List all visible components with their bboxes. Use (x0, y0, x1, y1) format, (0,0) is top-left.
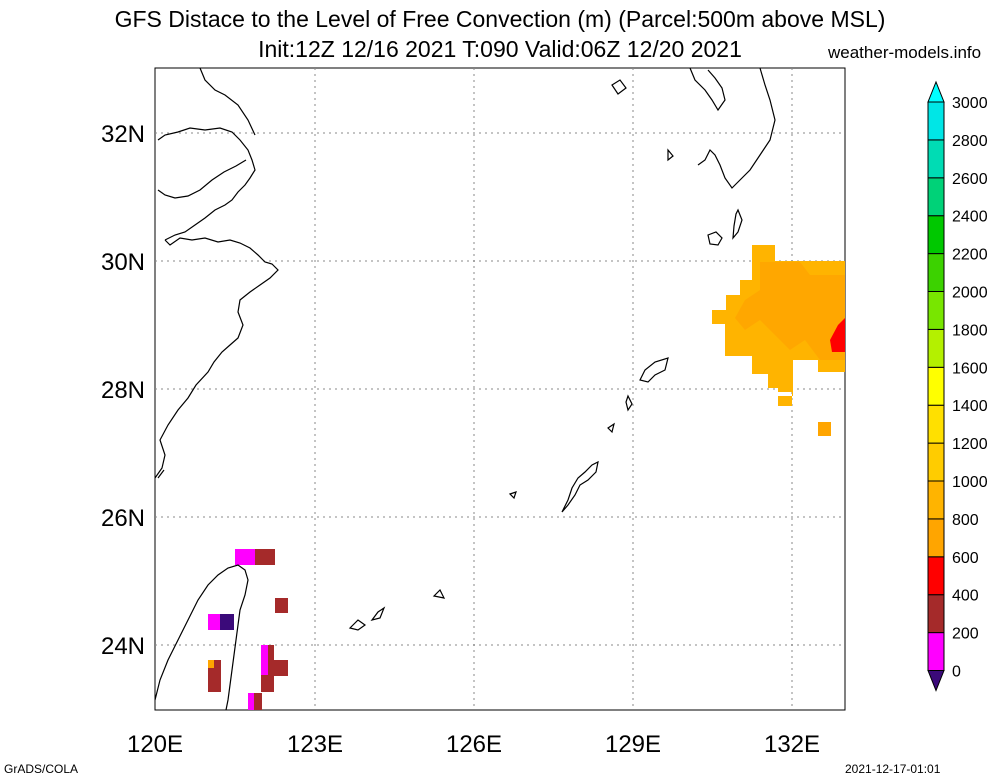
lfc-cell-2 (255, 549, 275, 565)
lfc-cell-9 (261, 645, 268, 675)
china-coast-shanghai (157, 127, 256, 241)
colorbar: 0 200 400 600 800 1000 1200 1400 1600 1800 2000 220… (927, 80, 988, 692)
colorbar-segment (927, 253, 945, 293)
chart-title: GFS Distace to the Level of Free Convect… (114, 6, 886, 32)
colorbar-segment (927, 556, 945, 596)
colorbar-label: 2800 (952, 133, 988, 150)
source-website: weather-models.info (828, 43, 982, 62)
colorbar-label: 1200 (952, 436, 988, 453)
miyako-island (348, 619, 367, 631)
colorbar-label: 3000 (952, 95, 988, 112)
colorbar-segment (927, 366, 945, 406)
lon-tick-123e: 123E (287, 731, 343, 758)
lfc-field-taiwan (208, 549, 288, 710)
lat-tick-28n: 28N (101, 377, 145, 404)
tarama-island (370, 606, 386, 621)
colorbar-label: 600 (952, 550, 979, 567)
lat-tick-32n: 32N (101, 121, 145, 148)
kyushu-coast (697, 67, 776, 189)
colorbar-segment (927, 139, 945, 179)
colorbar-top-arrow (927, 80, 945, 103)
lfc-area-800 (735, 262, 845, 360)
generation-timestamp: 2021-12-17-01:01 (845, 762, 941, 776)
colorbar-label: 400 (952, 588, 979, 605)
tanegashima (732, 208, 743, 240)
colorbar-segment (927, 480, 945, 520)
colorbar-segment (927, 101, 945, 141)
colorbar-segment (927, 291, 945, 330)
colorbar-label: 1000 (952, 474, 988, 491)
colorbar-label: 1600 (952, 360, 988, 377)
lfc-area-600 (830, 318, 845, 352)
colorbar-label: 2000 (952, 285, 988, 302)
colorbar-label: 2400 (952, 209, 988, 226)
colorbar-segment (927, 594, 945, 634)
colorbar-label: 0 (952, 664, 961, 681)
colorbar-segment (927, 442, 945, 482)
okinawa-island (561, 460, 599, 513)
lfc-cell-1 (235, 549, 257, 565)
lfc-cell-7 (208, 660, 214, 668)
kume-island (508, 491, 517, 500)
colorbar-label: 2200 (952, 247, 988, 264)
lon-tick-132e: 132E (764, 731, 820, 758)
colorbar-label: 200 (952, 626, 979, 643)
tokunoshima (625, 394, 633, 412)
colorbar-segment (927, 518, 945, 558)
colorbar-bottom-arrow (927, 670, 945, 692)
colorbar-segment (927, 632, 945, 671)
lon-tick-126e: 126E (446, 731, 502, 758)
yangtze-estuary (157, 159, 247, 199)
lat-tick-30n: 30N (101, 249, 145, 276)
lfc-field-east (712, 245, 845, 436)
lat-tick-24n: 24N (101, 633, 145, 660)
lfc-cell-isolated (818, 422, 831, 436)
lon-tick-120e: 120E (127, 731, 183, 758)
okinoerabu (607, 422, 615, 434)
colorbar-segment (927, 177, 945, 217)
kyushu-west (689, 67, 726, 112)
chart-subtitle: Init:12Z 12/16 2021 T:090 Valid:06Z 12/2… (258, 36, 742, 62)
lon-tick-129e: 129E (605, 731, 661, 758)
china-coast-north (199, 67, 256, 136)
lfc-cell-12 (254, 693, 262, 710)
colorbar-label: 1400 (952, 398, 988, 415)
colorbar-label: 800 (952, 512, 979, 529)
colorbar-segment (927, 215, 945, 255)
yakushima (707, 231, 723, 246)
taiwan-coast (154, 564, 249, 711)
lfc-cell-3 (275, 598, 288, 613)
lat-tick-26n: 26N (101, 505, 145, 532)
china-coast-zhejiang (154, 237, 279, 479)
software-credit: GrADS/COLA (4, 762, 79, 776)
lon-tick-labels: 120E 123E 126E 129E 132E (127, 731, 820, 758)
yaeyama-island (432, 588, 446, 599)
colorbar-segment (927, 404, 945, 444)
goto-island (611, 79, 627, 95)
amami-oshima (639, 357, 669, 383)
lat-tick-labels: 32N 30N 28N 26N 24N (101, 121, 145, 660)
fujian-coast (157, 469, 165, 479)
koshiki-island (667, 148, 674, 162)
lfc-cell-5 (208, 614, 220, 630)
lfc-cell-10 (274, 660, 288, 676)
coastlines (154, 67, 776, 711)
colorbar-label: 2600 (952, 171, 988, 188)
colorbar-segment (927, 328, 945, 368)
colorbar-label: 1800 (952, 322, 988, 339)
